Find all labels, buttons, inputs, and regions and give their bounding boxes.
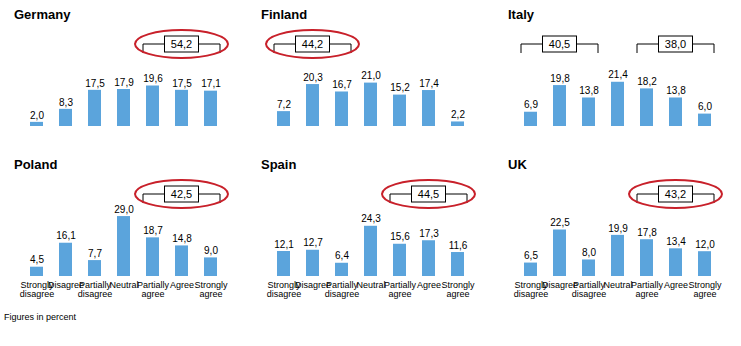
html-text:Poland: Poland	[14, 157, 58, 172]
svg-text:2,2: 2,2	[451, 109, 465, 120]
svg-text:12,0: 12,0	[695, 239, 715, 250]
svg-text:17,5: 17,5	[172, 78, 192, 89]
svg-text:Neutral: Neutral	[109, 280, 138, 290]
svg-text:19,9: 19,9	[608, 223, 628, 234]
html-text:Italy: Italy	[508, 7, 534, 22]
svg-text:40,5: 40,5	[549, 38, 570, 50]
svg-text:20,3: 20,3	[303, 72, 323, 83]
svg-text:14,8: 14,8	[172, 233, 192, 244]
svg-text:12,7: 12,7	[303, 237, 323, 248]
svg-text:24,3: 24,3	[361, 213, 381, 224]
html-text:Strongly: Strongly	[267, 279, 301, 290]
html-text:Spain: Spain	[261, 157, 297, 172]
svg-text:Agree: Agree	[664, 280, 688, 290]
svg-text:15,2: 15,2	[390, 82, 410, 93]
svg-text:Partiallydisagree: Partiallydisagree	[572, 280, 607, 299]
svg-text:Agree: Agree	[170, 280, 194, 290]
svg-text:42,5: 42,5	[171, 188, 192, 200]
svg-text:54,2: 54,2	[171, 38, 192, 50]
html-text:disagree: disagree	[266, 288, 302, 299]
svg-text:2,0: 2,0	[30, 110, 44, 121]
svg-text:Agree: Agree	[417, 280, 441, 290]
svg-text:13,8: 13,8	[579, 85, 599, 96]
svg-text:17,3: 17,3	[419, 228, 439, 239]
svg-text:8,0: 8,0	[582, 247, 596, 258]
svg-text:18,2: 18,2	[637, 76, 657, 87]
svg-text:7,2: 7,2	[277, 99, 291, 110]
html-text:UK: UK	[508, 157, 527, 172]
svg-text:12,1: 12,1	[274, 239, 294, 250]
svg-text:17,8: 17,8	[637, 227, 657, 238]
svg-text:Disagree: Disagree	[48, 279, 84, 290]
svg-text:Disagree: Disagree	[542, 279, 578, 290]
svg-text:13,4: 13,4	[666, 236, 686, 247]
svg-text:21,4: 21,4	[608, 69, 628, 80]
svg-text:17,4: 17,4	[419, 78, 439, 89]
svg-text:8,3: 8,3	[59, 97, 73, 108]
svg-text:13,8: 13,8	[666, 85, 686, 96]
html-text:Germany: Germany	[14, 7, 71, 22]
svg-text:Stronglyagree: Stronglyagree	[688, 280, 722, 299]
svg-text:7,7: 7,7	[88, 248, 102, 259]
svg-text:29,0: 29,0	[114, 204, 134, 215]
svg-text:Partiallyagree: Partiallyagree	[384, 280, 417, 299]
svg-text:6,5: 6,5	[524, 250, 538, 261]
svg-text:17,9: 17,9	[114, 77, 134, 88]
svg-text:16,1: 16,1	[56, 230, 76, 241]
svg-text:21,0: 21,0	[361, 70, 381, 81]
svg-text:Disagree: Disagree	[295, 279, 331, 290]
svg-text:Stronglyagree: Stronglyagree	[194, 280, 228, 299]
svg-text:17,5: 17,5	[85, 78, 105, 89]
svg-text:Neutral: Neutral	[356, 280, 385, 290]
svg-text:15,6: 15,6	[390, 231, 410, 242]
html-text:Finland: Finland	[261, 7, 308, 22]
html-text:Strongly: Strongly	[20, 279, 54, 290]
svg-text:Partiallydisagree: Partiallydisagree	[325, 280, 360, 299]
svg-text:6,4: 6,4	[335, 250, 349, 261]
svg-text:Stronglyagree: Stronglyagree	[441, 280, 475, 299]
svg-text:19,6: 19,6	[143, 73, 163, 84]
html-text:Strongly: Strongly	[514, 279, 548, 290]
svg-text:16,7: 16,7	[332, 79, 352, 90]
svg-text:Partiallyagree: Partiallyagree	[137, 280, 170, 299]
svg-text:44,2: 44,2	[302, 38, 323, 50]
svg-text:9,0: 9,0	[204, 245, 218, 256]
svg-text:44,5: 44,5	[418, 188, 439, 200]
svg-text:6,9: 6,9	[524, 99, 538, 110]
html-text:disagree: disagree	[19, 288, 55, 299]
svg-text:6,0: 6,0	[698, 101, 712, 112]
svg-text:Partiallyagree: Partiallyagree	[631, 280, 664, 299]
svg-text:18,7: 18,7	[143, 225, 163, 236]
html-text:disagree: disagree	[513, 288, 549, 299]
svg-text:Neutral: Neutral	[603, 280, 632, 290]
html-text:Figures in percent: Figures in percent	[4, 312, 76, 322]
svg-text:19,8: 19,8	[550, 73, 570, 84]
svg-text:43,2: 43,2	[665, 188, 686, 200]
svg-text:17,1: 17,1	[201, 78, 221, 89]
svg-text:11,6: 11,6	[449, 240, 468, 251]
svg-text:4,5: 4,5	[30, 254, 44, 265]
svg-text:Partiallydisagree: Partiallydisagree	[78, 280, 113, 299]
svg-text:22,5: 22,5	[550, 217, 570, 228]
svg-text:38,0: 38,0	[665, 38, 686, 50]
